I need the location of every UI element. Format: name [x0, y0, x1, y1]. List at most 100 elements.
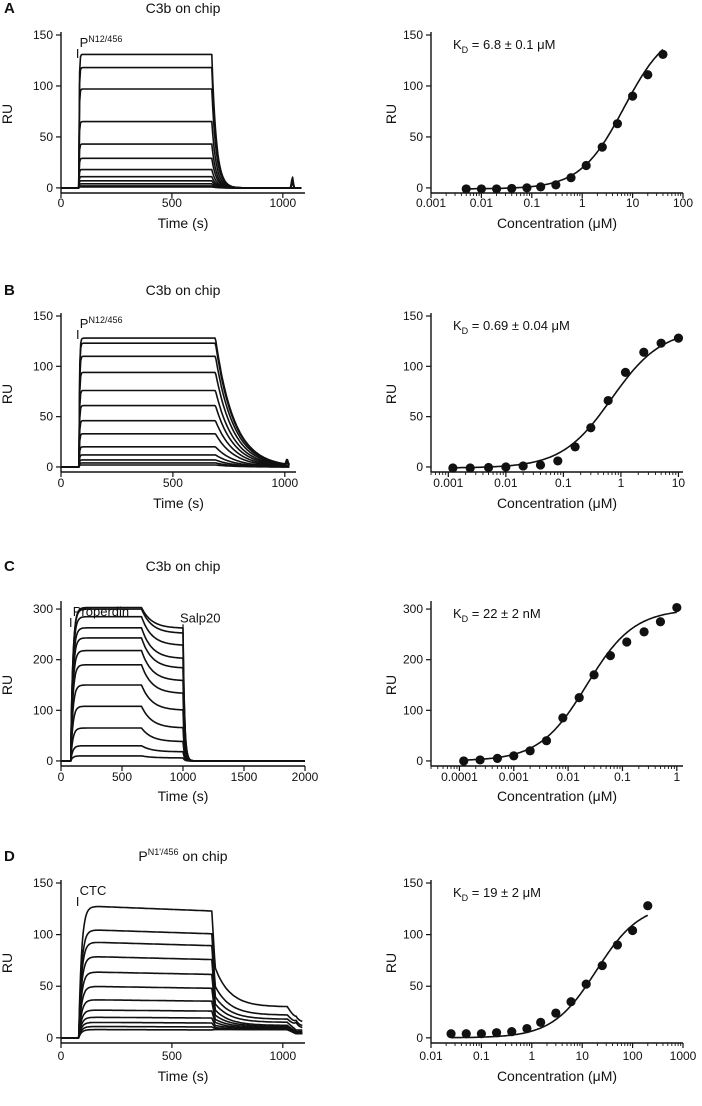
kd-symbol: K: [453, 37, 462, 52]
sensorgram-curve: [61, 419, 290, 468]
annotation-text: Properdin: [73, 604, 129, 619]
x-tick-label: 1000: [670, 1049, 697, 1063]
x-tick-label: 0.01: [419, 1049, 443, 1063]
data-point: [518, 461, 528, 471]
x-tick-label: 0.01: [494, 476, 518, 490]
data-point: [581, 979, 591, 989]
data-point: [570, 442, 580, 452]
x-tick-label: 1: [579, 196, 586, 210]
y-axis-label: RU: [0, 675, 15, 695]
sensorgram-curve: [61, 1016, 303, 1039]
kd-symbol: K: [453, 885, 462, 900]
data-point: [525, 746, 535, 756]
dose-response-panel-c: 0 100 200 300 0.0001 0.001 0.01 0.1 1 Concentrati…: [383, 601, 683, 804]
y-tick-label: 100: [33, 79, 53, 93]
panel-letter: B: [4, 282, 15, 299]
sensorgram-curve: [61, 88, 302, 189]
y-tick-label: 150: [403, 28, 423, 42]
data-point: [509, 751, 519, 761]
title-main: P: [138, 848, 147, 864]
x-tick-label: 500: [162, 196, 182, 210]
y-tick-label: 0: [416, 1031, 423, 1045]
y-tick-label: 0: [416, 460, 423, 474]
data-point: [522, 183, 532, 193]
y-tick-label: 50: [40, 410, 54, 424]
x-axis-label: Time (s): [158, 215, 209, 231]
data-point: [491, 184, 502, 194]
sensorgram-curve: [61, 971, 303, 1039]
sensorgram-curve: [61, 337, 290, 468]
sensorgram-curve: [61, 120, 302, 189]
y-axis-label: RU: [0, 953, 15, 973]
x-axis-label: Time (s): [158, 1068, 209, 1084]
annotation-label: CTC: [80, 883, 107, 898]
kd-label: KD = 6.8 ± 0.1 μM: [453, 37, 555, 55]
sensorgram-curve: [61, 371, 290, 468]
panel-title: PN1'/456 on chip: [138, 847, 227, 864]
x-tick-label: 0.01: [556, 770, 580, 784]
data-point: [672, 602, 682, 613]
kd-value: = 0.69 ± 0.04 μM: [468, 318, 570, 333]
panel-title: C3b on chip: [146, 0, 221, 16]
y-axis-label: RU: [383, 953, 399, 973]
data-point: [597, 960, 607, 971]
y-axis-label: RU: [383, 675, 399, 695]
y-tick-label: 0: [416, 181, 423, 195]
x-tick-label: 0.0001: [441, 770, 478, 784]
title-main: C3b on chip: [146, 558, 221, 574]
data-point: [448, 463, 458, 473]
data-point: [566, 997, 576, 1007]
x-tick-label: 0.1: [473, 1049, 490, 1063]
data-point: [522, 1023, 532, 1034]
y-tick-label: 100: [33, 703, 53, 717]
data-point: [483, 462, 494, 473]
y-tick-label: 150: [33, 28, 53, 42]
x-tick-label: 1: [528, 1049, 535, 1063]
data-point: [566, 173, 576, 183]
dose-response-panel-d: 0 50 100 150 0.01 0.1 1 10 100 1000 Concentration …: [383, 876, 697, 1084]
data-point: [622, 637, 632, 647]
kd-subscript: D: [462, 326, 469, 336]
sensorgram-curve: [61, 389, 290, 468]
y-tick-label: 150: [403, 309, 423, 323]
data-point: [535, 460, 546, 470]
x-axis-label: Concentration (μM): [497, 788, 617, 804]
title-superscript: N1'/456: [148, 847, 179, 857]
x-tick-label: 0.001: [433, 476, 463, 490]
data-point: [536, 182, 546, 192]
panel-title: C3b on chip: [146, 558, 221, 574]
x-tick-label: 0: [58, 476, 65, 490]
data-point: [628, 925, 638, 936]
kd-value: = 22 ± 2 nM: [468, 606, 541, 621]
y-tick-label: 150: [33, 309, 53, 323]
data-point: [658, 49, 668, 59]
y-tick-label: 150: [403, 876, 423, 890]
y-tick-label: 100: [403, 359, 423, 373]
title-main: C3b on chip: [146, 0, 221, 16]
x-tick-label: 1000: [271, 476, 298, 490]
y-tick-label: 300: [33, 602, 53, 616]
x-tick-label: 0.001: [499, 770, 529, 784]
x-tick-label: 10: [576, 1049, 590, 1063]
sensorgram-curve: [61, 985, 303, 1039]
fit-curve: [466, 48, 664, 190]
x-tick-label: 1000: [269, 196, 296, 210]
annotation-text: P: [80, 35, 89, 50]
y-tick-label: 0: [46, 181, 53, 195]
x-tick-label: 0.1: [555, 476, 572, 490]
x-tick-label: 100: [623, 1049, 643, 1063]
kd-subscript: D: [462, 45, 469, 55]
panel-letter: D: [4, 848, 15, 865]
y-tick-label: 100: [33, 928, 53, 942]
y-tick-label: 200: [33, 653, 53, 667]
x-tick-label: 1000: [269, 1049, 296, 1063]
data-point: [475, 755, 485, 765]
y-tick-label: 100: [403, 79, 423, 93]
x-axis-label: Concentration (μM): [497, 215, 617, 231]
data-point: [603, 395, 613, 406]
annotation-label: PN12/456: [80, 34, 123, 50]
data-point: [597, 142, 607, 152]
kd-value: = 19 ± 2 μM: [468, 885, 541, 900]
data-point: [501, 462, 511, 472]
